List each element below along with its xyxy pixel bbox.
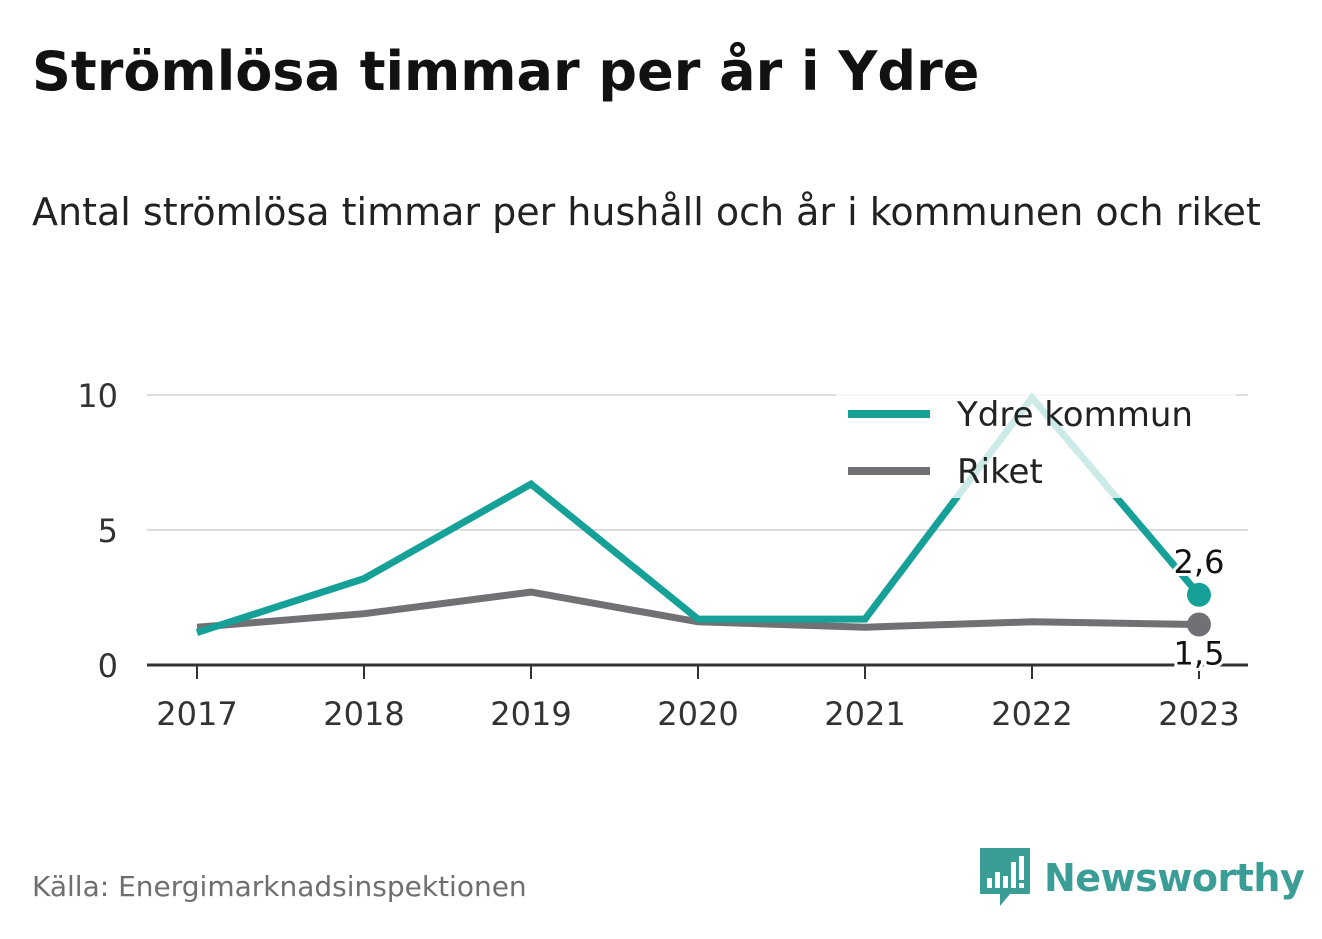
end-label-ydre: 2,6 — [1174, 543, 1225, 581]
line-chart: 0 5 10 2017 2018 2019 2020 2021 2022 2023 Ydre k… — [77, 377, 1248, 733]
y-tick-label: 0 — [98, 647, 118, 685]
end-label-riket: 1,5 — [1174, 635, 1225, 673]
x-tick-label: 2020 — [657, 695, 738, 733]
brand: Newsworthy — [980, 848, 1305, 908]
legend-label: Riket — [957, 452, 1043, 492]
x-axis: 2017 2018 2019 2020 2021 2022 2023 — [147, 663, 1248, 733]
x-tick-label: 2017 — [156, 695, 237, 733]
source-note: Källa: Energimarknadsinspektionen — [32, 870, 527, 903]
legend-label: Ydre kommun — [956, 395, 1193, 435]
x-tick-label: 2021 — [824, 695, 905, 733]
x-tick-label: 2022 — [991, 695, 1072, 733]
x-tick-label: 2018 — [323, 695, 404, 733]
legend: Ydre kommun Riket — [836, 386, 1236, 498]
end-point-ydre-kommun — [1187, 582, 1211, 607]
chart-title: Strömlösa timmar per år i Ydre — [32, 40, 980, 103]
y-tick-label: 10 — [77, 377, 118, 415]
newsworthy-logo-icon — [980, 848, 1030, 906]
y-axis-ticks: 0 5 10 — [77, 377, 118, 685]
y-tick-label: 5 — [98, 512, 118, 550]
x-tick-label: 2019 — [490, 695, 571, 733]
end-labels: 2,6 1,5 — [1171, 540, 1228, 676]
end-point-riket — [1187, 612, 1211, 637]
x-tick-label: 2023 — [1158, 695, 1239, 733]
legend-background — [836, 386, 1236, 498]
brand-name: Newsworthy — [1044, 856, 1305, 900]
chart-subtitle: Antal strömlösa timmar per hushåll och å… — [32, 190, 1261, 234]
